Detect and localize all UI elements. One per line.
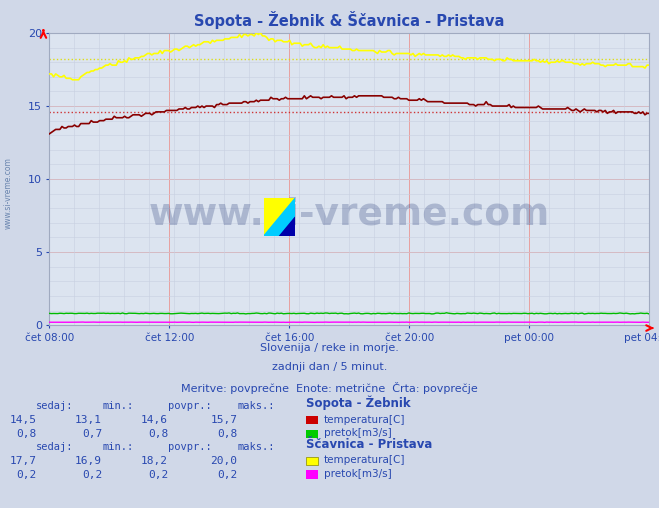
Text: 0,2: 0,2 [148,469,168,480]
Text: 0,2: 0,2 [82,469,102,480]
Text: maks.:: maks.: [237,401,275,411]
Text: min.:: min.: [102,401,133,411]
Text: Sopota - Žebnik: Sopota - Žebnik [306,395,411,410]
Text: 16,9: 16,9 [75,456,102,466]
Text: pretok[m3/s]: pretok[m3/s] [324,469,391,479]
Text: 20,0: 20,0 [210,456,237,466]
Text: 0,7: 0,7 [82,429,102,439]
Text: pretok[m3/s]: pretok[m3/s] [324,428,391,438]
Text: 15,7: 15,7 [210,415,237,425]
Text: 14,5: 14,5 [9,415,36,425]
Text: 0,2: 0,2 [16,469,36,480]
Text: 14,6: 14,6 [141,415,168,425]
Polygon shape [264,198,295,236]
Text: 0,8: 0,8 [148,429,168,439]
Text: www.si-vreme.com: www.si-vreme.com [149,196,550,232]
Text: 0,8: 0,8 [16,429,36,439]
Text: zadnji dan / 5 minut.: zadnji dan / 5 minut. [272,362,387,372]
Text: sedaj:: sedaj: [36,401,74,411]
Text: 0,2: 0,2 [217,469,237,480]
Polygon shape [279,217,295,236]
Text: temperatura[C]: temperatura[C] [324,455,405,465]
Text: Ščavnica - Pristava: Ščavnica - Pristava [306,437,433,451]
Title: Sopota - Žebnik & Ščavnica - Pristava: Sopota - Žebnik & Ščavnica - Pristava [194,11,504,29]
Text: sedaj:: sedaj: [36,441,74,452]
Text: 13,1: 13,1 [75,415,102,425]
Text: 17,7: 17,7 [9,456,36,466]
Text: Meritve: povprečne  Enote: metrične  Črta: povprečje: Meritve: povprečne Enote: metrične Črta:… [181,382,478,394]
Text: povpr.:: povpr.: [168,401,212,411]
Text: Slovenija / reke in morje.: Slovenija / reke in morje. [260,343,399,353]
Text: povpr.:: povpr.: [168,441,212,452]
Text: 18,2: 18,2 [141,456,168,466]
Text: 0,8: 0,8 [217,429,237,439]
Text: maks.:: maks.: [237,441,275,452]
Text: temperatura[C]: temperatura[C] [324,415,405,425]
Text: www.si-vreme.com: www.si-vreme.com [3,157,13,229]
Polygon shape [264,198,295,236]
Text: min.:: min.: [102,441,133,452]
